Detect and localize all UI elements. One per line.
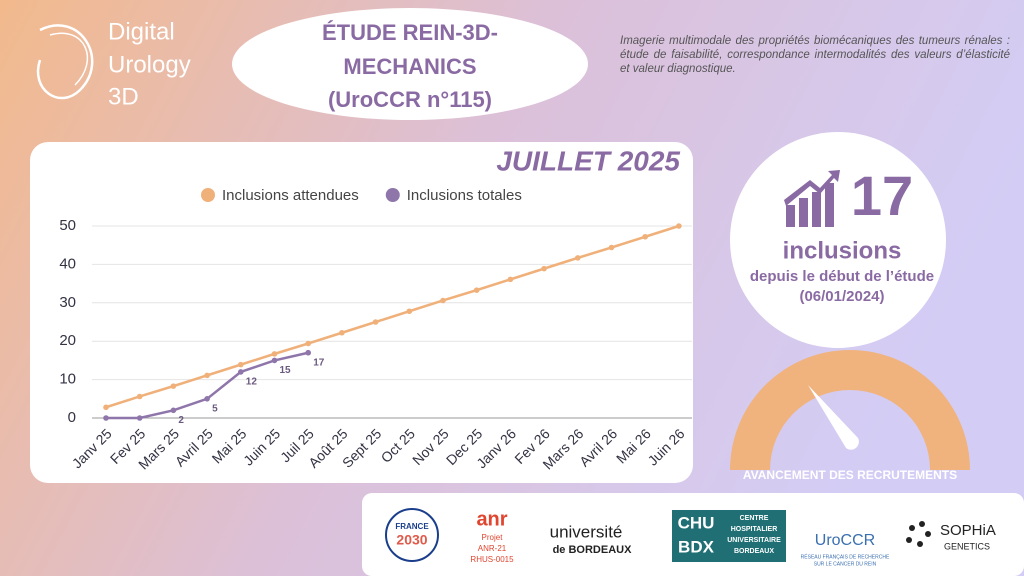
title: (UroCCR n°115) (328, 87, 492, 112)
unit: inclusions (783, 237, 902, 264)
series-line (105, 224, 680, 409)
y-tick-label: 50 (59, 217, 76, 234)
point (608, 244, 615, 251)
y-tick-label: 10 (59, 371, 76, 388)
legend-label: Inclusions attendues (222, 187, 359, 204)
partner-text: CENTRE (740, 515, 769, 522)
partner-text: HOSPITALIER (731, 526, 778, 533)
y-tick-label: 20 (59, 332, 76, 349)
partner-text: GENETICS (944, 541, 990, 551)
data-label: 15 (280, 365, 292, 376)
partner-text: UroCCR (815, 532, 875, 549)
partner-text: SUR LE CANCER DU REIN (814, 561, 877, 567)
data-label: 12 (246, 377, 258, 388)
point (406, 308, 413, 315)
partner-text: ANR-21 (478, 544, 507, 553)
gauge (730, 350, 970, 470)
partner-text: FRANCE (395, 522, 429, 531)
legend-marker (385, 188, 400, 202)
france-logo (385, 508, 439, 562)
y-tick-label: 40 (59, 255, 76, 272)
partner-text: de BORDEAUX (553, 544, 633, 556)
partner-text: CHU (678, 513, 715, 532)
gauge-needle (808, 385, 859, 450)
point (204, 372, 210, 379)
sophia-icon (906, 521, 931, 547)
point (204, 396, 210, 402)
partner-text: anr (476, 508, 507, 530)
partner-text: RÉSEAU FRANÇAIS DE RECHERCHE (801, 553, 890, 560)
legend-label: Inclusions totales (407, 187, 522, 204)
point (305, 340, 312, 347)
partner-text: Projet (482, 533, 504, 542)
point (507, 276, 514, 283)
y-tick-label: 30 (59, 294, 76, 311)
partner-text: UNIVERSITAIRE (727, 537, 781, 544)
partner-text: BORDEAUX (734, 548, 774, 555)
partner-text: RHUS-0015 (470, 555, 514, 564)
point (473, 287, 480, 293)
title: ÉTUDE REIN-3D- (322, 20, 498, 45)
date: (06/01/2024) (799, 288, 884, 305)
point (238, 369, 244, 375)
point (575, 255, 581, 261)
count: 17 (851, 164, 913, 227)
data-label: 5 (212, 403, 218, 414)
point (170, 407, 177, 414)
since: depuis le début de l’étude (750, 268, 934, 285)
trend-icon (784, 170, 840, 227)
title: MECHANICS (343, 54, 476, 79)
legend-marker (201, 188, 215, 202)
partner-text: université (550, 522, 623, 541)
partner-text: 2030 (396, 532, 427, 548)
point (541, 265, 547, 272)
point (372, 319, 379, 325)
chu-logo (672, 510, 786, 562)
point (305, 349, 312, 356)
logo-text: Urology (108, 51, 191, 78)
summary-circle (730, 132, 946, 348)
title-ellipse (232, 8, 588, 120)
point (339, 329, 345, 336)
point (238, 361, 244, 368)
y-tick-label: 0 (68, 409, 76, 426)
point (271, 351, 278, 357)
point (103, 415, 109, 421)
description: Imagerie multimodale des propriétés biom… (620, 35, 1010, 75)
gauge-label: AVANCEMENT DES RECRUTEMENTS (743, 468, 957, 482)
chart-panel (30, 142, 693, 483)
data-label: 17 (313, 357, 325, 368)
point (676, 223, 682, 229)
logo-icon (49, 32, 89, 86)
point (271, 357, 278, 364)
point (170, 383, 177, 389)
chart-title: JUILLET 2025 (496, 145, 680, 176)
logo-icon (36, 24, 94, 100)
data-label: 2 (178, 415, 184, 426)
point (136, 393, 143, 400)
point (103, 404, 109, 411)
partner-text: BDX (678, 537, 715, 556)
point (136, 415, 143, 421)
logo-text: 3D (108, 83, 139, 110)
point (440, 297, 446, 304)
point (642, 233, 648, 240)
logo-text: Digital (108, 18, 175, 45)
partner-text: SOPHiA (940, 522, 996, 539)
